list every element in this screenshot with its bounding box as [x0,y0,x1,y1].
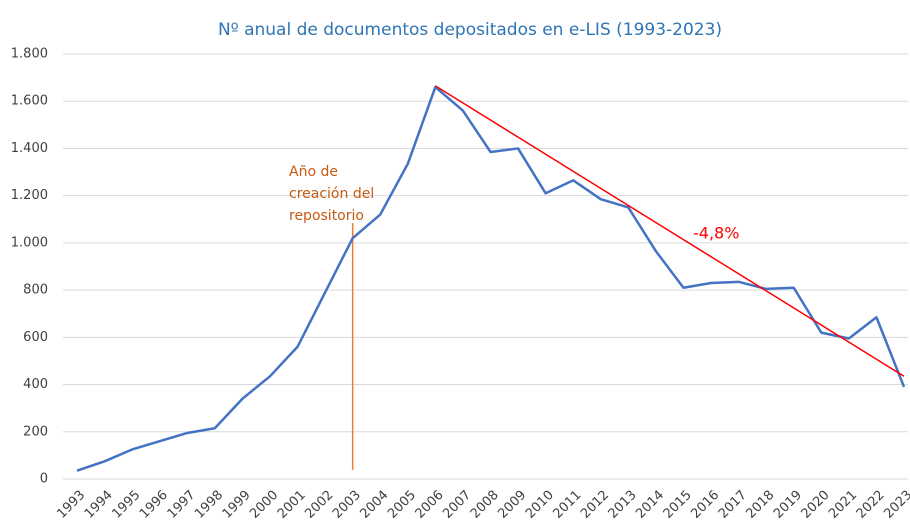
marker-label: Año de [289,164,338,180]
y-tick-label: 600 [23,330,48,345]
y-tick-label: 400 [23,377,48,392]
trend-line [434,85,905,377]
x-tick-label: 2013 [606,488,640,522]
x-tick-label: 2008 [468,488,502,522]
x-tick-label: 2023 [881,488,910,522]
x-tick-label: 2014 [633,488,667,522]
x-tick-label: 2017 [716,488,750,522]
y-tick-label: 1.800 [11,47,48,62]
x-tick-label: 2007 [440,488,474,522]
x-tick-label: 2000 [247,488,281,522]
x-tick-label: 2011 [550,488,584,522]
x-tick-label: 2002 [302,488,336,522]
x-tick-label: 1994 [82,488,116,522]
x-tick-label: 2004 [358,488,392,522]
x-tick-label: 1998 [192,488,226,522]
x-tick-label: 2022 [854,488,888,522]
x-tick-label: 2018 [743,488,777,522]
x-tick-label: 1993 [54,488,88,522]
x-tick-label: 2010 [523,488,557,522]
x-tick-label: 1996 [137,488,171,522]
x-tick-label: 2016 [688,488,722,522]
y-tick-label: 1.000 [11,235,48,250]
x-tick-label: 2001 [275,488,309,522]
x-tick-label: 2021 [826,488,860,522]
x-tick-label: 1995 [109,488,143,522]
x-tick-label: 2015 [661,488,695,522]
x-tick-label: 2020 [799,488,833,522]
y-tick-label: 0 [40,472,48,487]
marker-label: creación del [289,186,374,202]
x-tick-label: 1997 [165,488,199,522]
y-tick-label: 1.400 [11,141,48,156]
marker-label: repositorio [289,208,364,224]
trend-label: -4,8% [693,224,739,243]
x-tick-label: 2012 [578,488,612,522]
x-tick-label: 1999 [220,488,254,522]
y-tick-label: 800 [23,283,48,298]
x-tick-label: 2003 [330,488,364,522]
y-tick-label: 200 [23,424,48,439]
chart-title: Nº anual de documentos depositados en e-… [218,20,722,40]
x-tick-label: 2019 [771,488,805,522]
y-tick-label: 1.200 [11,188,48,203]
series-line [76,85,906,472]
x-tick-label: 2005 [385,488,419,522]
y-tick-label: 1.600 [11,94,48,109]
x-tick-label: 2006 [413,488,447,522]
x-tick-label: 2009 [495,488,529,522]
